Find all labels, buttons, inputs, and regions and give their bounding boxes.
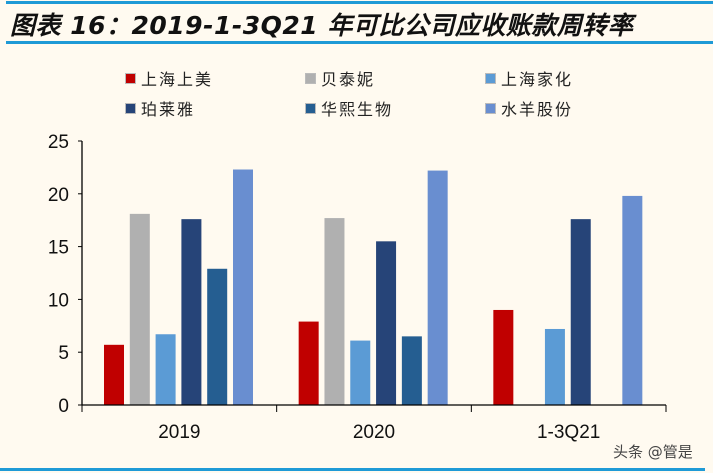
chart-title: 图表 16：2019-1-3Q21 年可比公司应收账款周转率 (10, 11, 634, 40)
title-rule (6, 41, 713, 44)
legend-item: 华熙生物 (305, 96, 485, 120)
legend-swatch (485, 72, 496, 84)
bar (570, 219, 591, 405)
bar (181, 219, 202, 405)
legend-label: 华熙生物 (321, 100, 394, 119)
bar (544, 328, 565, 405)
bar (233, 169, 253, 405)
legend-item: 水羊股份 (485, 96, 665, 120)
bar (207, 268, 228, 405)
bar (104, 344, 124, 405)
y-tick-label: 0 (58, 396, 69, 417)
bar (376, 241, 397, 405)
y-tick-label: 10 (48, 290, 69, 311)
legend-label: 水羊股份 (501, 100, 574, 119)
bar (401, 336, 422, 405)
x-tick-label: 2019 (158, 422, 200, 443)
legend-swatch (125, 102, 136, 114)
bar (324, 218, 345, 405)
legend-item: 上海上美 (125, 66, 305, 90)
legend-label: 贝泰妮 (321, 70, 376, 89)
watermark: 头条 @管是 (613, 443, 693, 461)
legend-swatch (305, 102, 316, 114)
legend-item: 珀莱雅 (125, 96, 305, 120)
x-tick-label: 1-3Q21 (537, 422, 600, 443)
bar (350, 340, 371, 405)
legend-item: 贝泰妮 (305, 66, 485, 90)
top-rule (6, 1, 713, 4)
legend-item: 上海家化 (485, 66, 665, 90)
bar (427, 170, 448, 405)
y-tick-label: 15 (48, 238, 69, 259)
bar (493, 309, 514, 405)
legend-label: 珀莱雅 (141, 100, 196, 119)
bar (298, 321, 319, 405)
x-tick-label: 2020 (353, 422, 395, 443)
bar (155, 334, 176, 405)
bottom-rule (0, 468, 705, 471)
legend-swatch (305, 72, 316, 84)
legend-label: 上海上美 (141, 70, 214, 89)
legend-label: 上海家化 (501, 70, 574, 89)
y-tick-label: 25 (48, 132, 69, 153)
bar (622, 195, 643, 405)
legend-swatch (485, 102, 496, 114)
bar (129, 213, 150, 405)
legend-swatch (125, 72, 136, 84)
y-tick-label: 5 (58, 343, 69, 364)
y-tick-label: 20 (48, 185, 69, 206)
legend: 上海上美 贝泰妮 上海家化 珀莱雅 华熙生物 水羊股份 (125, 66, 665, 120)
